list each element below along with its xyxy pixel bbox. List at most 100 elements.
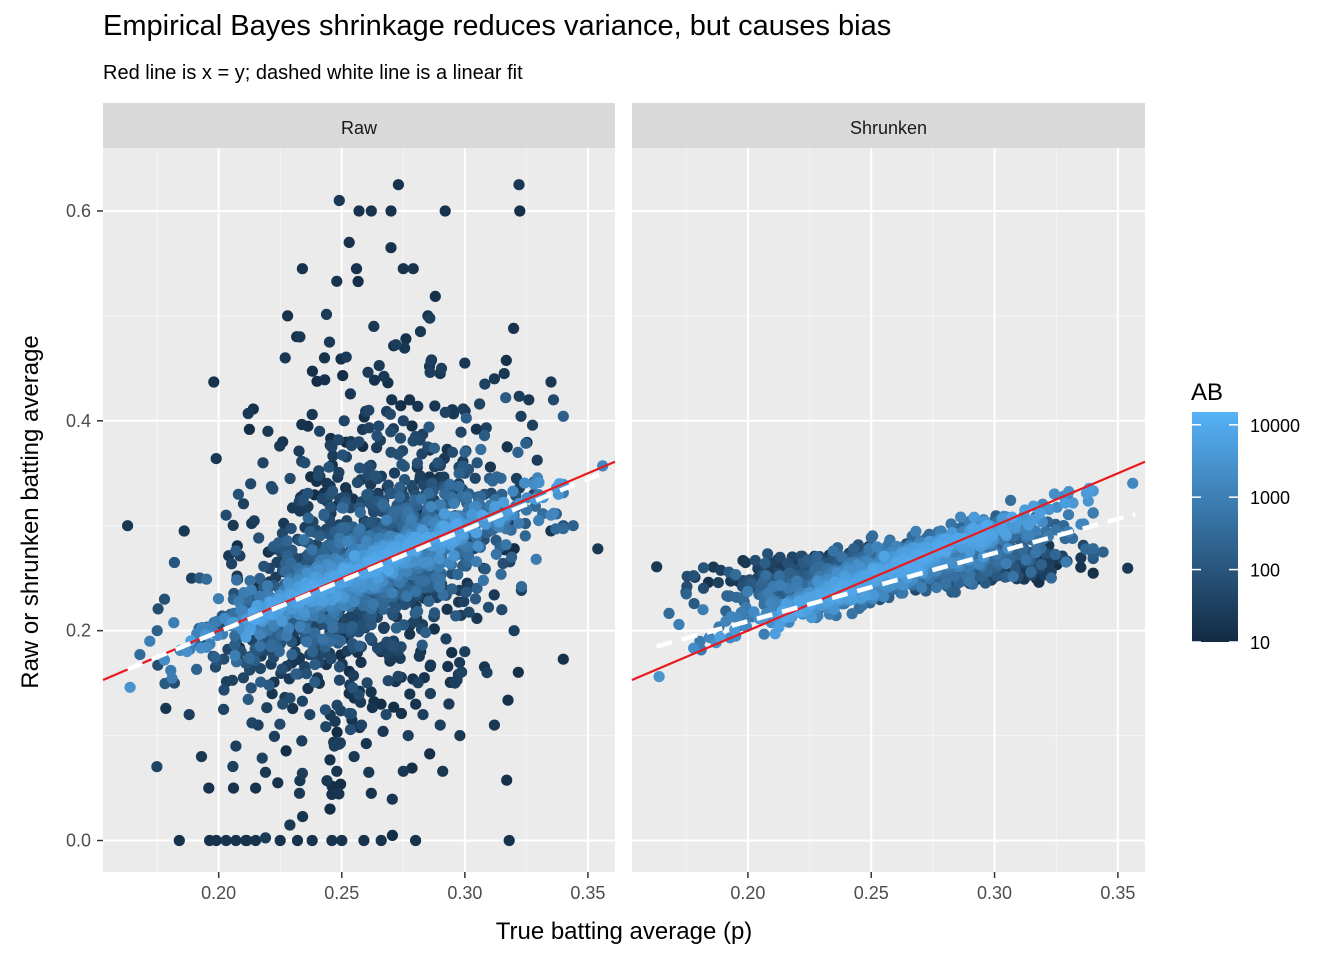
data-point	[415, 493, 427, 505]
data-point	[335, 778, 347, 790]
data-point	[363, 422, 375, 434]
data-point	[456, 666, 468, 678]
data-point	[482, 601, 495, 613]
data-point	[397, 415, 409, 427]
data-point	[764, 597, 776, 609]
data-point	[673, 618, 685, 631]
data-point	[739, 557, 752, 569]
data-point	[386, 829, 398, 842]
data-point	[514, 205, 526, 217]
data-point	[240, 834, 252, 847]
data-point	[151, 761, 163, 773]
data-point	[220, 834, 232, 847]
data-point	[354, 523, 366, 535]
data-point	[916, 582, 928, 594]
data-point	[846, 608, 858, 620]
data-point	[762, 548, 774, 560]
data-point	[405, 513, 418, 526]
x-tick-label: 0.35	[570, 883, 605, 903]
data-point	[439, 205, 451, 217]
data-point	[386, 793, 398, 805]
data-point	[502, 694, 514, 706]
data-point	[500, 354, 512, 366]
data-point	[210, 453, 222, 465]
data-point	[336, 834, 348, 847]
data-point	[243, 423, 255, 435]
data-point	[469, 593, 482, 605]
y-tick-label: 0.2	[66, 621, 91, 641]
data-point	[515, 581, 528, 593]
data-point	[434, 581, 446, 593]
data-point	[384, 487, 396, 499]
data-point	[343, 236, 355, 248]
facet-strip-label: Raw	[341, 118, 378, 138]
data-point	[404, 628, 416, 640]
data-point	[273, 537, 285, 549]
data-point	[301, 668, 313, 680]
data-point	[423, 595, 435, 608]
data-point	[352, 275, 364, 288]
data-point	[394, 432, 407, 444]
data-point	[209, 651, 221, 664]
data-point	[291, 834, 304, 847]
facet-strip-label: Shrunken	[850, 118, 927, 138]
data-point	[258, 560, 270, 572]
data-point	[460, 412, 472, 424]
data-point	[235, 604, 247, 616]
data-point	[479, 563, 491, 575]
data-point	[336, 449, 349, 461]
data-point	[424, 748, 436, 760]
data-point	[388, 467, 401, 479]
data-point	[474, 398, 486, 410]
data-point	[368, 374, 381, 386]
data-point	[442, 660, 454, 673]
data-point	[1005, 494, 1017, 506]
data-point	[508, 625, 520, 637]
data-point	[377, 725, 389, 738]
data-point	[871, 541, 883, 553]
data-point	[369, 470, 381, 482]
data-point	[318, 352, 331, 364]
data-point	[392, 179, 404, 191]
y-tick-label: 0.4	[66, 411, 91, 431]
data-point	[335, 635, 347, 647]
data-point	[272, 777, 284, 789]
data-point	[361, 489, 373, 501]
data-point	[526, 419, 539, 431]
data-point	[663, 607, 675, 620]
data-point	[347, 670, 360, 682]
data-point	[237, 498, 250, 510]
data-point	[440, 633, 452, 645]
data-point	[1000, 558, 1012, 570]
data-point	[454, 730, 466, 742]
data-point	[306, 365, 318, 377]
data-point	[439, 406, 451, 418]
data-point	[178, 525, 190, 537]
data-point	[512, 666, 524, 678]
data-point	[545, 509, 557, 521]
data-point	[749, 554, 761, 567]
data-point	[271, 556, 283, 569]
data-point	[380, 709, 392, 721]
data-point	[407, 263, 419, 275]
data-point	[144, 635, 156, 647]
data-point	[515, 410, 527, 422]
data-point	[385, 242, 397, 254]
data-point	[395, 400, 407, 412]
data-point	[290, 668, 302, 680]
data-point	[168, 617, 180, 629]
data-point	[533, 514, 545, 527]
data-point	[475, 443, 487, 456]
data-point	[425, 355, 437, 367]
data-point	[759, 557, 771, 569]
data-point	[411, 457, 423, 469]
data-point	[1097, 546, 1109, 558]
data-point	[497, 557, 509, 570]
data-point	[375, 834, 387, 847]
data-point	[424, 688, 436, 700]
data-point	[471, 457, 483, 469]
data-point	[1087, 507, 1099, 519]
data-point	[242, 693, 254, 706]
